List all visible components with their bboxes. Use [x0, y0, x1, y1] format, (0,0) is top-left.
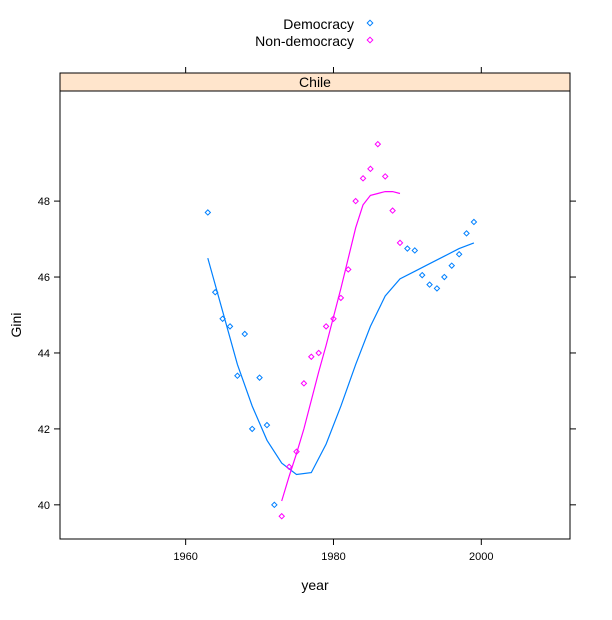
legend-label-democracy: Democracy [283, 16, 354, 32]
data-point-non-democracy [307, 353, 315, 361]
plot-frame [59, 90, 571, 540]
x-axis: 1960 1980 2000 [173, 67, 494, 563]
data-point-non-democracy [359, 175, 367, 182]
y-tick-label: 46 [38, 272, 50, 284]
data-point-democracy [226, 323, 234, 330]
data-point-non-democracy [337, 294, 345, 302]
data-point-democracy [441, 273, 448, 281]
data-point-non-democracy [330, 315, 337, 323]
y-tick-label: 48 [38, 196, 50, 208]
data-point-democracy [271, 501, 278, 509]
data-point-non-democracy [389, 207, 396, 214]
data-point-non-democracy [322, 323, 330, 330]
data-point-non-democracy [396, 239, 404, 247]
y-axis-label: Gini [8, 313, 24, 338]
data-point-non-democracy [374, 140, 382, 148]
smooth-line-non-democracy [281, 191, 401, 502]
y-tick-label: 40 [38, 500, 50, 512]
legend-marker-democracy [366, 19, 374, 27]
y-axis: 40 42 44 46 48 [38, 196, 576, 512]
data-point-democracy [433, 285, 441, 292]
y-tick-label: 42 [38, 424, 50, 436]
data-point-democracy [248, 425, 256, 433]
data-point-non-democracy [367, 165, 374, 173]
x-tick-label: 2000 [469, 551, 493, 563]
data-point-democracy [448, 262, 456, 269]
data-point-democracy [234, 372, 241, 380]
data-point-democracy [404, 245, 411, 252]
data-point-non-democracy [344, 266, 352, 273]
data-point-non-democracy [293, 448, 300, 455]
data-point-democracy [241, 330, 249, 338]
data-point-democracy [411, 247, 419, 254]
data-point-democracy [455, 250, 463, 258]
data-point-non-democracy [352, 197, 359, 205]
data-point-non-democracy [285, 463, 293, 471]
x-axis-label: year [301, 577, 329, 593]
data-point-non-democracy [381, 173, 389, 180]
data-point-democracy [470, 218, 478, 226]
x-tick-label: 1960 [173, 551, 197, 563]
data-point-democracy [263, 421, 271, 429]
strip-title: Chile [299, 74, 331, 90]
legend-label-non-democracy: Non-democracy [255, 33, 354, 49]
data-point-non-democracy [278, 512, 286, 520]
series-layer [204, 140, 478, 520]
data-point-democracy [256, 374, 263, 381]
legend: Democracy Non-democracy [255, 16, 374, 49]
data-point-democracy [204, 209, 212, 216]
data-point-democracy [418, 271, 426, 279]
smooth-line-democracy [207, 242, 475, 476]
data-point-non-democracy [300, 380, 308, 387]
legend-marker-non-democracy [366, 36, 374, 44]
data-point-democracy [463, 230, 470, 237]
data-point-democracy [219, 315, 226, 323]
data-point-democracy [426, 281, 433, 288]
x-tick-label: 1980 [321, 551, 345, 563]
data-point-non-democracy [315, 349, 323, 357]
y-tick-label: 44 [38, 348, 50, 360]
data-point-democracy [211, 288, 219, 296]
panel-strip: Chile [59, 72, 571, 92]
